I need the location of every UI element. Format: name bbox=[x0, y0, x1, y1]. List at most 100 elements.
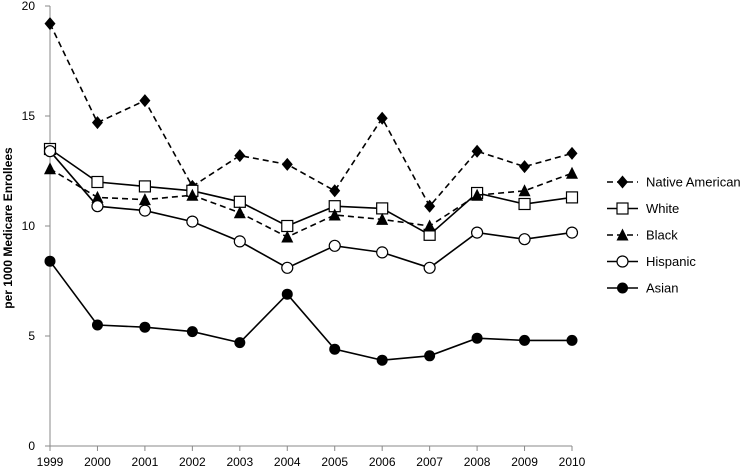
data-point-hispanic bbox=[470, 226, 484, 239]
data-point-hispanic bbox=[518, 233, 531, 246]
legend-item-native-american: Native American bbox=[607, 175, 741, 190]
y-axis-title: per 1000 Medicare Enrollees bbox=[1, 147, 15, 309]
legend-item-hispanic: Hispanic bbox=[607, 254, 696, 269]
data-point-asian bbox=[281, 288, 293, 300]
legend-label-white: White bbox=[646, 201, 679, 216]
data-point-hispanic bbox=[233, 235, 246, 248]
data-point-white bbox=[233, 195, 246, 208]
data-point-asian bbox=[139, 321, 151, 333]
data-point-white bbox=[281, 219, 294, 233]
series-line-asian bbox=[49, 260, 572, 362]
series-line-black bbox=[49, 168, 573, 238]
x-tick-label: 2005 bbox=[321, 455, 348, 468]
legend-label-native-american: Native American bbox=[646, 175, 741, 190]
data-point-white bbox=[91, 175, 104, 189]
legend-marker-asian bbox=[617, 282, 628, 294]
legend-marker-black bbox=[616, 228, 629, 241]
x-tick-label: 2000 bbox=[84, 455, 111, 468]
data-point-asian bbox=[566, 334, 578, 346]
data-point-asian bbox=[186, 326, 198, 338]
data-point-black bbox=[328, 208, 341, 221]
data-point-native-american bbox=[329, 184, 341, 198]
data-point-hispanic bbox=[376, 246, 389, 259]
data-point-black bbox=[566, 166, 578, 179]
series-line-white bbox=[49, 148, 573, 236]
data-point-asian bbox=[519, 334, 531, 346]
data-point-native-american bbox=[139, 94, 151, 108]
series-black bbox=[44, 162, 578, 243]
data-point-asian bbox=[376, 354, 388, 366]
series-layer bbox=[43, 17, 579, 366]
x-tick-label: 2004 bbox=[274, 455, 301, 468]
data-point-native-american bbox=[566, 146, 578, 160]
data-point-black bbox=[233, 206, 246, 219]
data-point-asian bbox=[44, 255, 56, 267]
legend-marker-white bbox=[616, 202, 629, 215]
x-tick-label: 2008 bbox=[464, 455, 491, 468]
data-point-native-american bbox=[519, 160, 531, 174]
data-point-black bbox=[281, 230, 294, 243]
data-point-black bbox=[138, 193, 151, 206]
data-point-asian bbox=[91, 319, 103, 331]
x-tick-label: 2003 bbox=[226, 455, 253, 468]
data-point-black bbox=[423, 219, 436, 232]
data-point-asian bbox=[234, 337, 246, 349]
data-point-native-american bbox=[471, 144, 483, 158]
data-point-black bbox=[186, 188, 199, 201]
data-point-black bbox=[91, 190, 104, 203]
x-tick-label: 2009 bbox=[511, 455, 538, 468]
data-point-native-american bbox=[424, 199, 436, 213]
data-point-black bbox=[471, 188, 484, 201]
series-asian bbox=[44, 255, 578, 366]
data-point-hispanic bbox=[328, 239, 341, 252]
legend-label-asian: Asian bbox=[646, 281, 679, 296]
data-point-hispanic bbox=[43, 145, 57, 158]
legend-label-black: Black bbox=[646, 228, 678, 243]
y-tick-label: 0 bbox=[28, 439, 35, 453]
data-point-white bbox=[518, 197, 531, 211]
x-tick-label: 2006 bbox=[369, 455, 396, 468]
data-point-native-american bbox=[91, 116, 103, 130]
data-point-black bbox=[518, 184, 531, 197]
y-tick-label: 20 bbox=[22, 0, 36, 13]
data-point-black bbox=[44, 162, 56, 175]
y-tick-label: 5 bbox=[28, 329, 35, 343]
x-tick-label: 1999 bbox=[37, 455, 64, 468]
series-native-american bbox=[44, 17, 578, 213]
legend: Native American White Black Hispanic Asian bbox=[607, 175, 741, 296]
series-line-native-american bbox=[49, 23, 573, 208]
x-tick-label: 2002 bbox=[179, 455, 206, 468]
data-point-asian bbox=[471, 332, 483, 344]
data-point-hispanic bbox=[138, 204, 152, 217]
series-hispanic bbox=[43, 145, 579, 274]
data-point-asian bbox=[424, 350, 436, 362]
data-point-native-american bbox=[376, 111, 388, 125]
x-tick-label: 2007 bbox=[416, 455, 443, 468]
data-point-hispanic bbox=[186, 215, 199, 228]
data-point-hispanic bbox=[423, 261, 436, 274]
legend-marker-native-american bbox=[617, 175, 628, 189]
legend-item-white: White bbox=[607, 201, 679, 216]
data-point-white bbox=[565, 191, 579, 204]
series-line-hispanic bbox=[49, 150, 573, 269]
data-point-white bbox=[138, 180, 152, 193]
data-point-native-american bbox=[281, 157, 293, 171]
x-tick-label: 2010 bbox=[559, 455, 586, 468]
x-tick-label: 2001 bbox=[132, 455, 159, 468]
data-point-hispanic bbox=[91, 200, 104, 213]
legend-label-hispanic: Hispanic bbox=[646, 254, 696, 269]
legend-item-black: Black bbox=[607, 228, 678, 243]
data-point-hispanic bbox=[281, 261, 294, 274]
data-point-black bbox=[376, 212, 389, 225]
legend-marker-hispanic bbox=[616, 255, 629, 268]
data-point-native-american bbox=[234, 149, 246, 163]
data-point-asian bbox=[329, 343, 341, 355]
legend-item-asian: Asian bbox=[607, 281, 679, 296]
data-point-hispanic bbox=[565, 226, 579, 239]
axes: 0 5 10 15 20 1999 2000 2001 2002 2003 2004 2005 2006… bbox=[22, 0, 586, 468]
data-point-native-american bbox=[44, 17, 56, 31]
y-tick-label: 15 bbox=[22, 109, 36, 123]
y-tick-label: 10 bbox=[22, 219, 36, 233]
